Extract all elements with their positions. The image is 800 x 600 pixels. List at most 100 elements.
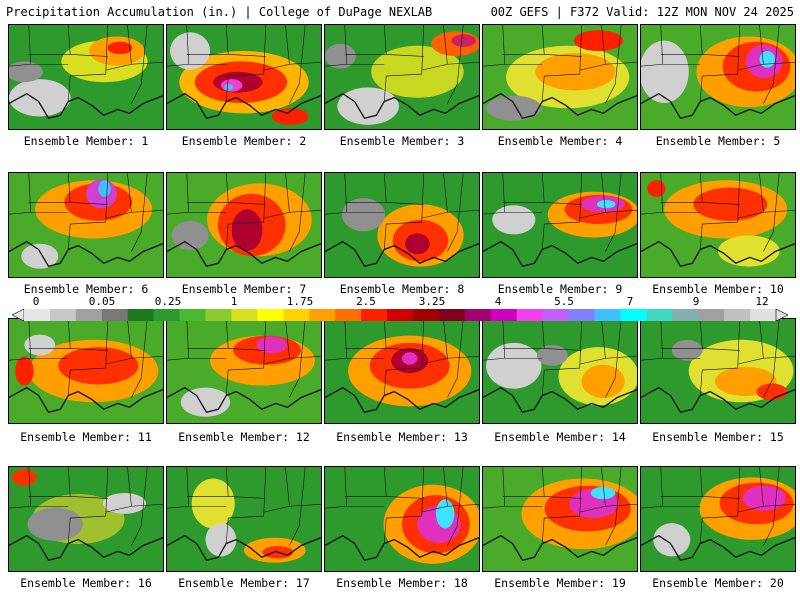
state-border xyxy=(67,173,109,250)
state-border xyxy=(263,25,290,71)
state-border xyxy=(289,209,321,213)
state-border xyxy=(544,496,582,499)
state-border xyxy=(289,173,306,252)
state-border xyxy=(225,25,267,102)
state-border xyxy=(289,503,321,507)
precip-area xyxy=(402,352,418,365)
state-border xyxy=(67,467,109,544)
coastline xyxy=(641,240,795,267)
state-border xyxy=(421,467,448,513)
state-border xyxy=(702,202,740,205)
state-border xyxy=(131,503,163,507)
precip-area xyxy=(171,220,209,250)
coastline xyxy=(325,386,479,413)
ensemble-panel xyxy=(166,318,322,424)
coastline xyxy=(167,386,321,413)
precip-area xyxy=(24,334,56,356)
precip-area xyxy=(573,30,624,51)
ensemble-panel xyxy=(640,318,796,424)
state-border xyxy=(225,319,267,396)
state-border xyxy=(383,319,425,396)
state-border xyxy=(186,319,229,349)
colorbar-tick-label: 3.25 xyxy=(418,295,446,308)
coastline xyxy=(483,386,637,413)
precip-area xyxy=(405,233,430,255)
state-border xyxy=(447,467,464,546)
state-border xyxy=(763,355,795,359)
state-border xyxy=(605,173,622,252)
state-border xyxy=(131,355,163,359)
state-border xyxy=(447,319,464,398)
ensemble-panel xyxy=(324,24,480,130)
state-border xyxy=(167,319,190,361)
precip-map xyxy=(325,467,479,571)
ensemble-member-label: Ensemble Member: 17 xyxy=(178,576,310,590)
colorbar-segment xyxy=(516,309,543,321)
colorbar-segment xyxy=(724,309,751,321)
coastline xyxy=(325,534,479,561)
state-border xyxy=(541,319,583,396)
colorbar-segment xyxy=(412,309,440,321)
state-border xyxy=(386,348,424,351)
state-border xyxy=(763,467,780,546)
precip-map xyxy=(325,319,479,423)
ensemble-member-label: Ensemble Member: 2 xyxy=(181,134,307,148)
precip-area xyxy=(9,61,43,83)
ensemble-panel xyxy=(324,172,480,278)
colorbar-tick-label: 7 xyxy=(626,295,634,308)
ensemble-member-label: Ensemble Member: 10 xyxy=(652,282,784,296)
colorbar-tick-label: 12 xyxy=(755,295,769,308)
state-border xyxy=(228,54,266,57)
ensemble-panel xyxy=(324,466,480,572)
state-border xyxy=(699,319,741,396)
state-border xyxy=(70,202,108,205)
precip-area xyxy=(337,87,399,125)
state-border xyxy=(67,319,109,396)
state-border xyxy=(167,467,190,509)
ensemble-member-label: Ensemble Member: 20 xyxy=(652,576,784,590)
colorbar xyxy=(12,308,788,322)
colorbar-tick-label: 0.05 xyxy=(88,295,116,308)
ensemble-member-label: Ensemble Member: 9 xyxy=(497,282,623,296)
ensemble-panel xyxy=(8,466,164,572)
precip-area xyxy=(15,356,34,386)
precip-area xyxy=(653,523,691,557)
state-border xyxy=(386,202,424,205)
ensemble-member-label: Ensemble Member: 8 xyxy=(339,282,465,296)
state-border xyxy=(186,25,229,55)
state-border xyxy=(67,25,109,102)
state-border xyxy=(289,61,321,65)
state-border xyxy=(605,467,622,546)
precip-area xyxy=(256,336,288,354)
ensemble-panel xyxy=(8,172,164,278)
coastline xyxy=(167,92,321,119)
colorbar-segment xyxy=(620,309,647,321)
state-border xyxy=(702,496,740,499)
state-border xyxy=(70,54,108,57)
precip-area xyxy=(231,209,263,251)
coastline xyxy=(483,240,637,267)
precip-area xyxy=(590,486,616,500)
colorbar-tick-label: 0.25 xyxy=(154,295,182,308)
state-border xyxy=(131,61,163,65)
state-border xyxy=(131,173,148,252)
state-border xyxy=(763,503,795,507)
colorbar-segment xyxy=(49,309,77,321)
state-border xyxy=(383,173,425,250)
state-border xyxy=(263,173,290,219)
colorbar-segment xyxy=(335,309,362,321)
precip-map xyxy=(9,467,163,571)
state-border xyxy=(386,496,424,499)
coastline xyxy=(483,534,637,561)
precip-area xyxy=(98,180,111,197)
ensemble-member-label: Ensemble Member: 5 xyxy=(655,134,781,148)
precip-area xyxy=(693,187,768,221)
coastline xyxy=(9,534,163,561)
precip-area xyxy=(435,499,455,529)
state-border xyxy=(605,503,637,507)
state-border xyxy=(263,467,290,513)
state-border xyxy=(131,467,148,546)
ensemble-member-label: Ensemble Member: 4 xyxy=(497,134,623,148)
ensemble-member-label: Ensemble Member: 19 xyxy=(494,576,626,590)
precip-area xyxy=(671,339,703,361)
